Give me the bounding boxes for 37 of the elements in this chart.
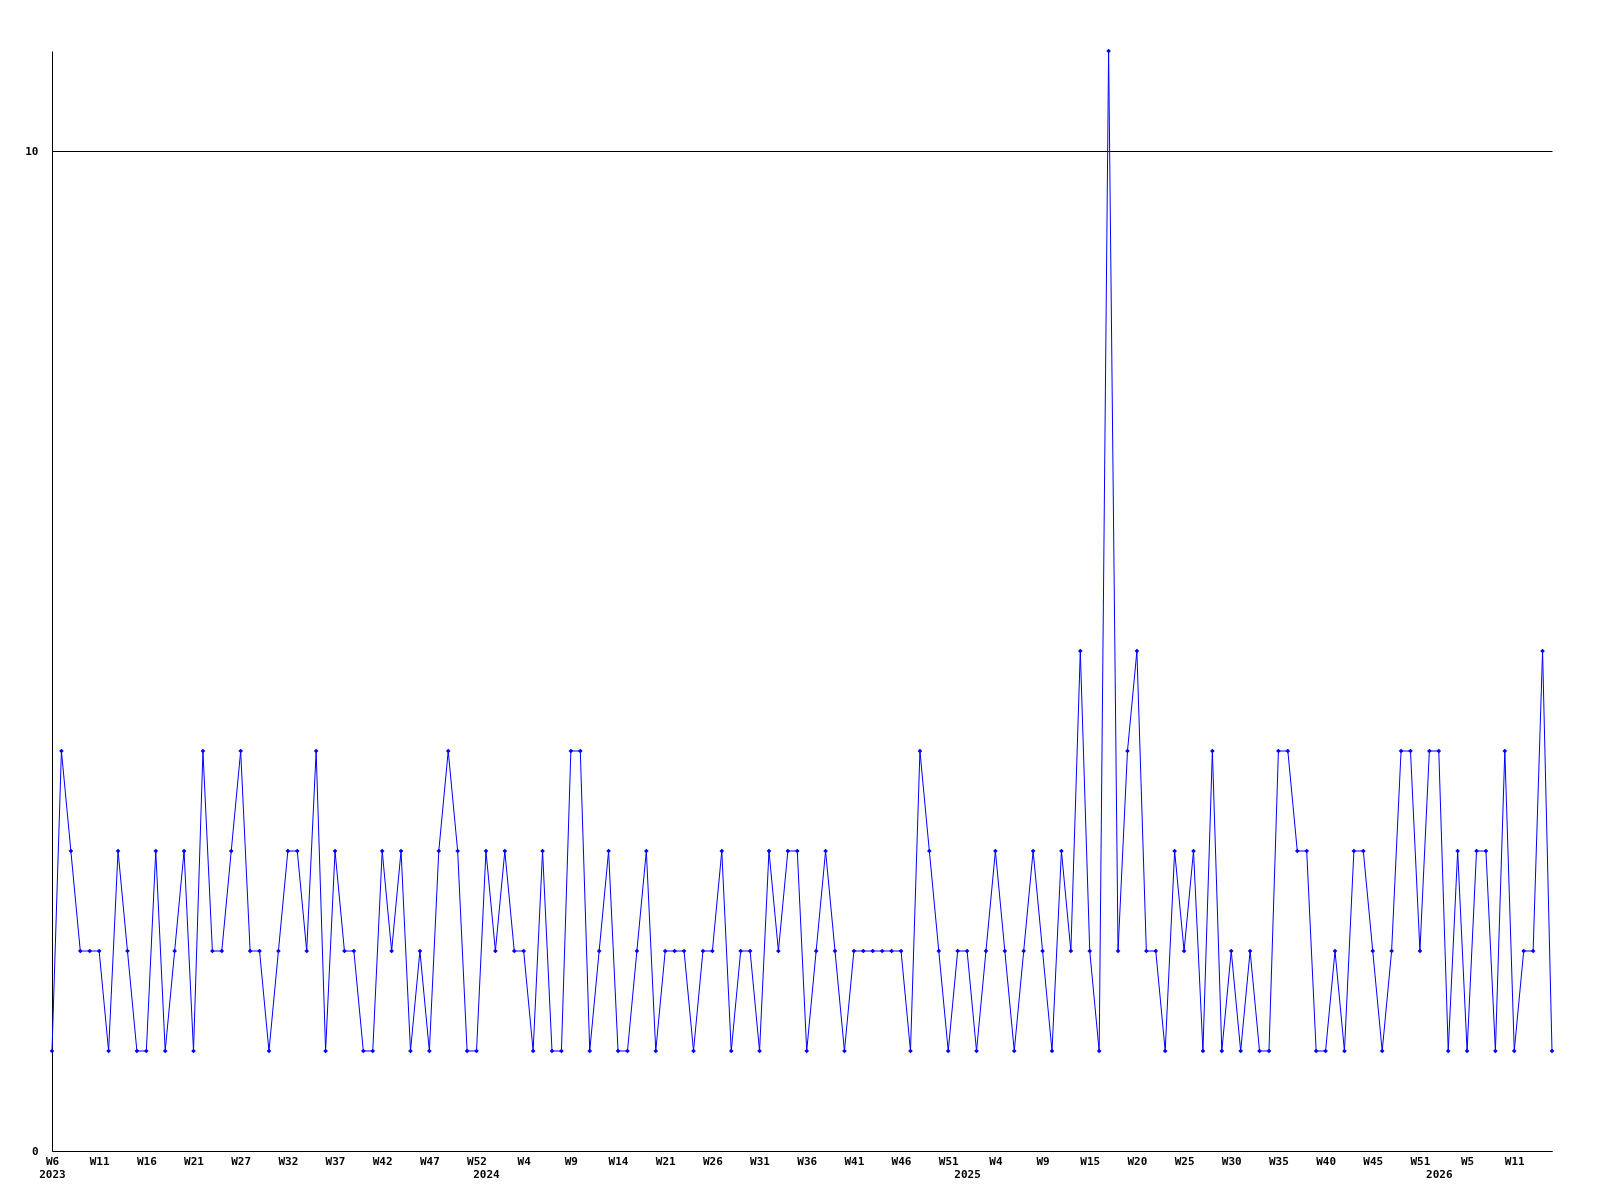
x-tick-label: W11 <box>89 1154 110 1168</box>
x-tick-label: W51 <box>938 1154 960 1168</box>
x-tick-label: W47 <box>419 1154 440 1168</box>
x-tick-label: 2026 <box>1426 1167 1453 1181</box>
x-tick-label: W16 <box>136 1154 158 1168</box>
x-tick-label: W41 <box>844 1154 865 1168</box>
y-tick-label: 0 <box>31 1144 39 1158</box>
x-tick-label: W21 <box>184 1154 205 1168</box>
x-tick-label: W35 <box>1268 1154 1289 1168</box>
x-tick-label: W9 <box>564 1154 578 1168</box>
x-tick-label: W4 <box>989 1154 1003 1168</box>
x-tick-label: W52 <box>467 1154 487 1168</box>
x-tick-label: W5 <box>1460 1154 1475 1168</box>
x-tick-label: W30 <box>1221 1154 1242 1168</box>
x-tick-label: 2025 <box>954 1167 981 1181</box>
x-tick-label: W20 <box>1127 1154 1148 1168</box>
x-tick-label: W46 <box>891 1154 912 1168</box>
x-tick-label: 2024 <box>473 1167 501 1181</box>
x-tick-label: W45 <box>1363 1154 1384 1168</box>
x-tick-label: W32 <box>278 1154 299 1168</box>
x-tick-label: W21 <box>655 1154 677 1168</box>
x-tick-label: W36 <box>797 1154 818 1168</box>
x-tick-label: W40 <box>1316 1154 1337 1168</box>
x-tick-label: W9 <box>1036 1154 1050 1168</box>
x-tick-label: W27 <box>231 1154 252 1168</box>
x-tick-label: W4 <box>517 1154 532 1168</box>
x-tick-label: W11 <box>1504 1154 1526 1168</box>
x-tick-label: W51 <box>1410 1154 1431 1168</box>
x-tick-label: W25 <box>1174 1154 1195 1168</box>
x-tick-label: W26 <box>702 1154 724 1168</box>
y-tick-label: 10 <box>25 144 39 158</box>
x-tick-label: W15 <box>1080 1154 1101 1168</box>
x-tick-label: W14 <box>608 1154 629 1168</box>
x-tick-label: W42 <box>372 1154 393 1168</box>
x-tick-label: W37 <box>325 1154 346 1168</box>
x-tick-label: W6 2023 <box>39 1154 66 1181</box>
x-tick-label: W31 <box>750 1154 771 1168</box>
